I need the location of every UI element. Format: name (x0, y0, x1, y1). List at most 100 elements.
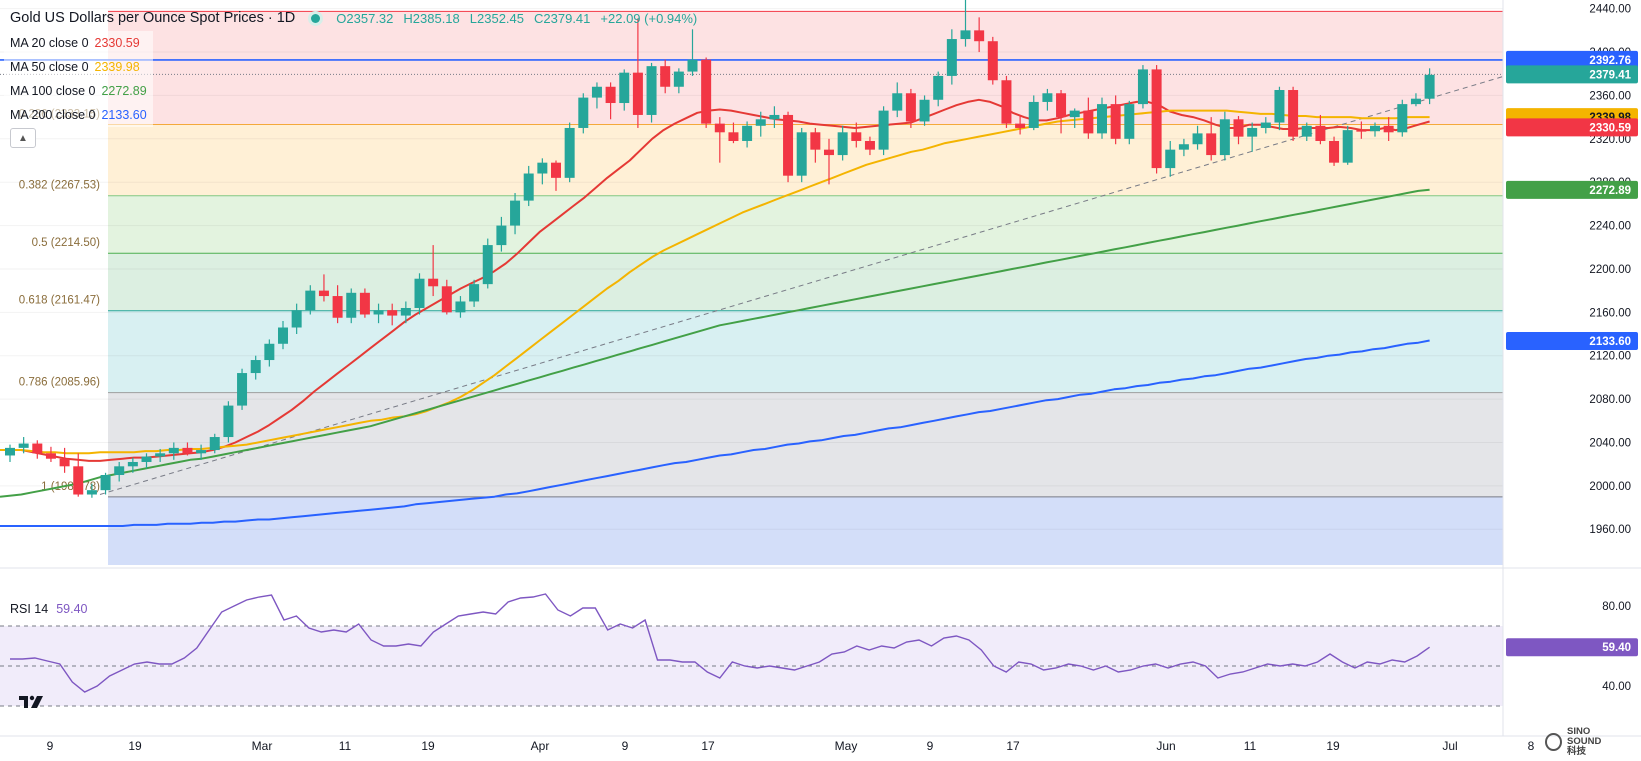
rsi-badge-text: 59.40 (1602, 642, 1631, 654)
candle-body (851, 132, 862, 141)
candle-body (1083, 110, 1094, 134)
candle (18, 437, 29, 454)
candle-body (1192, 133, 1203, 145)
candle (824, 138, 834, 185)
candle (1069, 108, 1080, 128)
fib-zone (108, 253, 1503, 311)
candle-body (919, 99, 930, 122)
candle (127, 457, 138, 473)
candle (1274, 86, 1285, 131)
candle (182, 442, 193, 456)
candle (755, 111, 766, 137)
candle-body (1069, 110, 1080, 118)
candle-body (1301, 125, 1312, 137)
moving-average-layer (0, 53, 1581, 527)
candle-body (373, 310, 384, 315)
candle-body (332, 296, 343, 318)
candle-body (182, 447, 193, 454)
legend-ma20-label: MA 20 close 0 (10, 36, 89, 50)
candle-body (701, 59, 712, 124)
candle (578, 93, 589, 134)
candle (796, 127, 807, 183)
candle (1165, 140, 1176, 177)
candle (428, 245, 439, 297)
candle-body (359, 292, 370, 315)
candle-body (1151, 69, 1162, 169)
candle-body (796, 132, 807, 176)
candle-body (1056, 93, 1067, 118)
legend-ma20[interactable]: MA 20 close 0 2330.59 (4, 31, 153, 55)
candle (1247, 122, 1258, 152)
fib-level-label: 0.382 (2267.53) (19, 180, 100, 192)
watermark-logo-icon (1545, 733, 1563, 751)
fib-level-label: 0.5 (2214.50) (32, 237, 101, 249)
candle-body (1274, 90, 1285, 123)
candle-body (346, 292, 357, 318)
candle (810, 127, 821, 163)
rsi-tick-label: 40.00 (1602, 681, 1631, 693)
candle-body (946, 39, 957, 76)
fib-level-label: 0.618 (2161.47) (19, 295, 100, 307)
rsi-legend-label: RSI 14 (10, 602, 49, 616)
candle-body (400, 307, 411, 316)
tradingview-logo-icon[interactable] (18, 694, 44, 710)
candle-body (605, 86, 616, 104)
time-tick-label: 19 (128, 739, 142, 753)
candle (1192, 125, 1203, 150)
candle (742, 121, 753, 148)
candle (1110, 95, 1121, 145)
candle (196, 444, 207, 460)
candle (1342, 125, 1353, 165)
price-badge (1506, 331, 1638, 350)
candle-body (987, 41, 998, 81)
legend-ma50[interactable]: MA 50 close 0 2339.98 (4, 55, 153, 79)
rsi-legend[interactable]: RSI 14 59.40 (10, 602, 88, 616)
candle (619, 69, 630, 111)
candle (564, 122, 575, 183)
candle-body (86, 490, 97, 495)
candle-body (755, 119, 766, 126)
candle-body (564, 127, 575, 178)
candle (86, 483, 97, 498)
candle-body (1178, 144, 1189, 150)
candle (168, 442, 179, 460)
candle-body (496, 225, 507, 246)
legend-ma200[interactable]: MA 200 close 0 2133.60 (4, 103, 153, 127)
candle (905, 88, 916, 128)
moving-average-line (0, 98, 1430, 462)
candle (919, 95, 930, 126)
collapse-legend-button[interactable]: ▲ (10, 128, 36, 148)
candle-body (1015, 123, 1026, 128)
candle-body (1219, 119, 1230, 156)
candle-body (469, 284, 480, 302)
candle (769, 106, 780, 128)
candle (264, 339, 275, 367)
candle (414, 273, 425, 315)
ohlc-open: O2357.32 (336, 10, 394, 26)
ohlc-high: H2385.18 (403, 10, 460, 26)
time-tick-label: 9 (622, 739, 629, 753)
candle (1178, 138, 1189, 157)
candle (346, 288, 357, 324)
candle (510, 193, 521, 235)
candle-body (1397, 104, 1408, 133)
candle (1288, 86, 1299, 141)
candle (646, 62, 657, 123)
candle-body (441, 286, 452, 313)
fib-level-label: 1 (1989.78) (41, 481, 100, 493)
candle (141, 453, 152, 469)
candle (291, 303, 302, 335)
candle-body (1124, 104, 1135, 139)
candle (987, 36, 998, 85)
price-badge (1506, 65, 1638, 84)
symbol-title[interactable]: Gold US Dollars per Ounce Spot Prices · … (10, 10, 296, 26)
candle (1015, 114, 1026, 135)
time-tick-label: Jul (1442, 739, 1457, 753)
fib-zone (108, 310, 1503, 393)
candle (278, 320, 288, 350)
candle-body (1001, 80, 1012, 124)
legend-ma100[interactable]: MA 100 close 0 2272.89 (4, 79, 153, 103)
candle (1301, 122, 1312, 141)
